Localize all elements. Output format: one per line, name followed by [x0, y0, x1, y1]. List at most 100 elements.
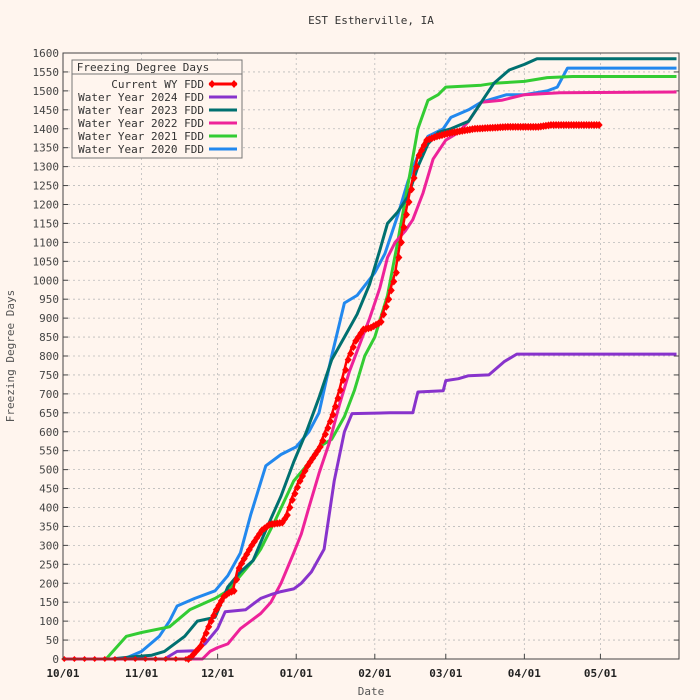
series-marker	[337, 386, 345, 395]
y-tick-label: 950	[39, 293, 59, 306]
series-marker	[408, 185, 416, 194]
series-water-year-2020-fdd	[63, 66, 677, 661]
y-tick-label: 350	[39, 520, 59, 533]
series-water-year-2022-fdd	[63, 90, 677, 661]
series-line	[63, 66, 677, 661]
legend-entry: Water Year 2024 FDD	[78, 91, 237, 104]
plot-frame	[62, 52, 680, 660]
series-marker	[288, 495, 296, 504]
y-tick-label: 1450	[33, 104, 60, 117]
y-tick-label: 1200	[33, 199, 60, 212]
x-tick-label: 11/01	[125, 667, 158, 680]
y-axis-label: Freezing Degree Days	[4, 290, 17, 422]
series-marker	[342, 365, 350, 374]
series-current-wy-fdd	[61, 120, 603, 663]
y-tick-label: 300	[39, 539, 59, 552]
legend-entry: Water Year 2020 FDD	[78, 143, 237, 156]
x-tick-label: 01/01	[280, 667, 313, 680]
legend-marker	[208, 80, 216, 88]
y-tick-label: 500	[39, 464, 59, 477]
series-marker	[392, 268, 400, 277]
legend-marker	[230, 80, 238, 88]
y-tick-label: 200	[39, 577, 59, 590]
legend-label: Current WY FDD	[111, 78, 204, 91]
y-tick-label: 650	[39, 407, 59, 420]
series-marker	[400, 223, 408, 232]
y-axis-ticks: 0 50 100 150 200 250 300 350 400 450 500 550 600 650 7…	[33, 47, 679, 666]
series-marker	[382, 302, 390, 311]
y-tick-label: 800	[39, 350, 59, 363]
series-marker	[377, 317, 385, 326]
legend-label: Water Year 2024 FDD	[78, 91, 204, 104]
series-marker	[402, 210, 410, 219]
x-tick-label: 03/01	[429, 667, 462, 680]
series-marker	[410, 173, 418, 182]
y-tick-label: 1150	[33, 217, 60, 230]
series-marker	[380, 310, 388, 319]
series-marker	[321, 430, 329, 439]
series-marker	[202, 629, 210, 638]
series-marker	[200, 635, 208, 644]
y-tick-label: 1000	[33, 274, 60, 287]
legend-label: Water Year 2021 FDD	[78, 130, 204, 143]
series-line	[63, 75, 677, 661]
series-marker	[293, 483, 301, 492]
legend-entry: Water Year 2021 FDD	[78, 130, 237, 143]
series-marker	[286, 503, 294, 512]
legend-entry: Water Year 2023 FDD	[78, 104, 237, 117]
series-marker	[283, 511, 291, 520]
y-tick-label: 900	[39, 312, 59, 325]
y-tick-label: 1250	[33, 180, 60, 193]
series-marker	[395, 253, 403, 262]
y-tick-label: 550	[39, 445, 59, 458]
series-marker	[390, 277, 398, 286]
y-tick-label: 600	[39, 426, 59, 439]
series-marker	[326, 417, 334, 426]
series-marker	[334, 394, 342, 403]
series-marker	[397, 238, 405, 247]
y-tick-label: 1100	[33, 236, 60, 249]
series-line	[63, 352, 677, 661]
y-tick-label: 400	[39, 502, 59, 515]
series-marker	[207, 617, 215, 626]
legend-label: Water Year 2020 FDD	[78, 143, 204, 156]
y-tick-label: 700	[39, 388, 59, 401]
series-marker	[413, 162, 421, 171]
y-tick-label: 1600	[33, 47, 60, 60]
y-tick-label: 100	[39, 615, 59, 628]
y-tick-label: 50	[46, 634, 59, 647]
series-marker	[316, 442, 324, 451]
legend: Freezing Degree Days Current WY FDDWater…	[71, 59, 243, 159]
series-marker	[230, 586, 238, 595]
series-marker	[344, 355, 352, 364]
chart-title: EST Estherville, IA	[308, 14, 434, 27]
legend-entry: Water Year 2022 FDD	[78, 117, 237, 130]
y-tick-label: 1350	[33, 142, 60, 155]
series-marker	[205, 622, 213, 631]
y-tick-label: 450	[39, 483, 59, 496]
y-tick-label: 250	[39, 558, 59, 571]
series-layer	[61, 57, 677, 663]
series-marker	[291, 489, 299, 498]
legend-label: Water Year 2022 FDD	[78, 117, 204, 130]
x-axis-label: Date	[358, 685, 385, 698]
series-water-year-2023-fdd	[63, 57, 677, 661]
x-tick-label: 10/01	[46, 667, 79, 680]
x-tick-label: 12/01	[201, 667, 234, 680]
y-tick-label: 1550	[33, 66, 60, 79]
series-marker	[250, 537, 258, 546]
legend-title: Freezing Degree Days	[77, 61, 209, 74]
series-marker	[210, 611, 218, 620]
legend-entry: Current WY FDD	[111, 78, 238, 91]
y-tick-label: 850	[39, 331, 59, 344]
y-tick-label: 1400	[33, 123, 60, 136]
y-tick-label: 1300	[33, 161, 60, 174]
x-axis-ticks: 10/01 11/01 12/01 01/01 02/01 03/01 04/01 05/01	[46, 654, 617, 680]
series-marker	[595, 120, 603, 129]
series-marker	[329, 410, 337, 419]
series-marker	[347, 349, 355, 358]
series-marker	[339, 375, 347, 384]
y-tick-label: 1050	[33, 255, 60, 268]
